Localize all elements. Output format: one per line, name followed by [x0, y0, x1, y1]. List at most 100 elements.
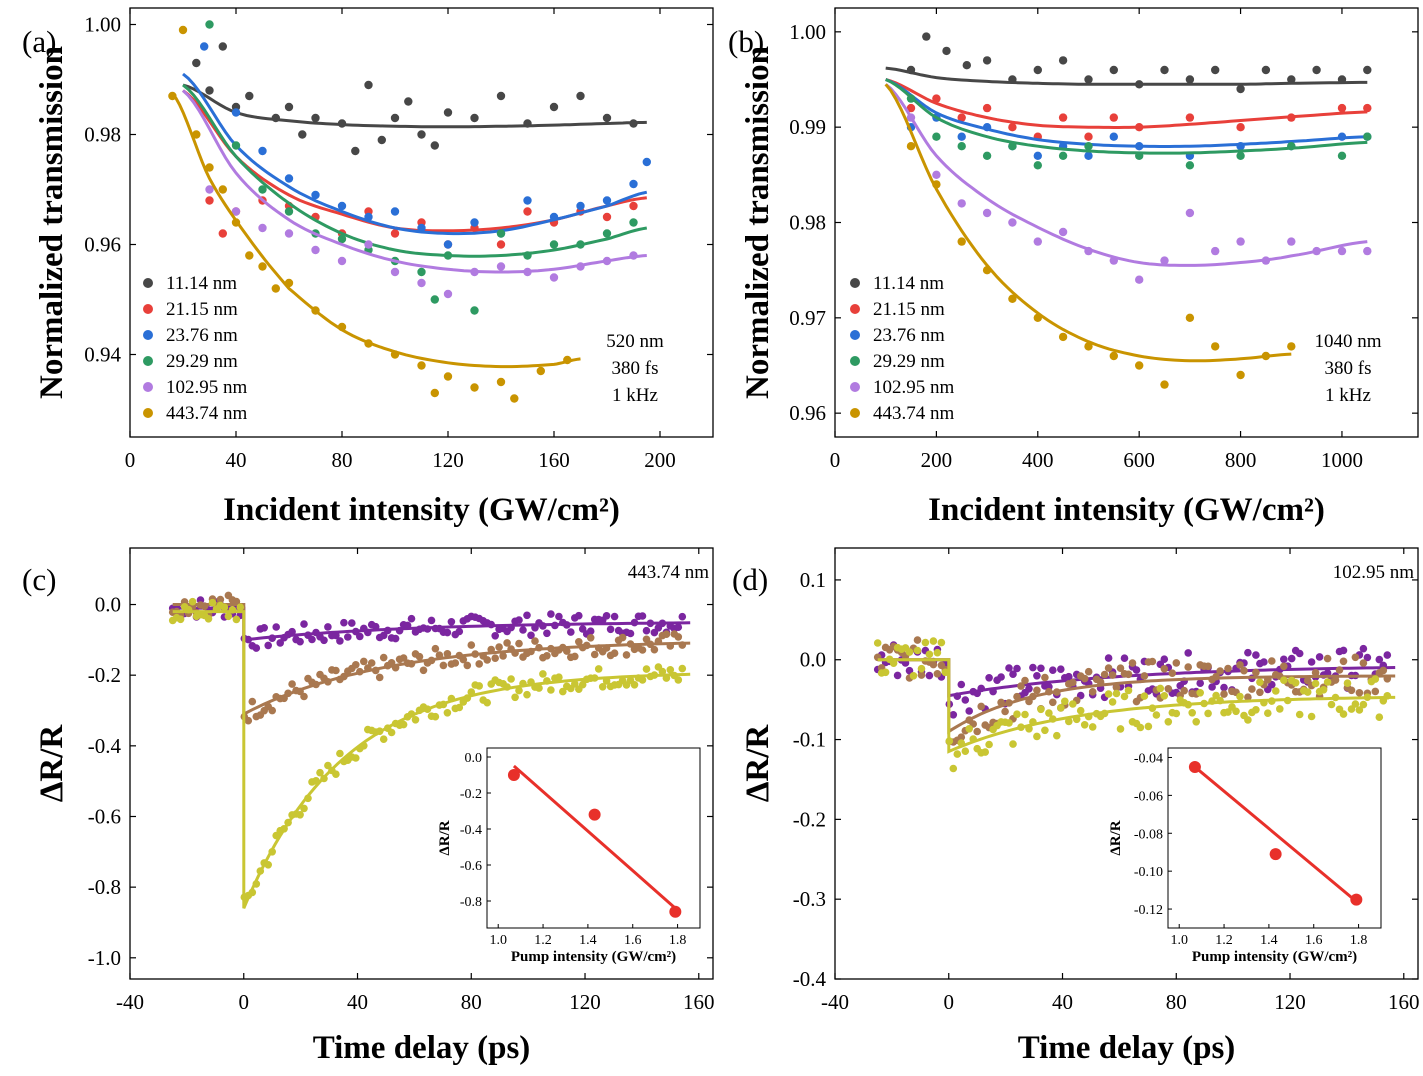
condition-annotation: 1040 nm	[1314, 331, 1381, 352]
data-point	[1108, 671, 1117, 679]
data-point	[348, 619, 356, 627]
data-point	[1080, 674, 1089, 683]
data-point	[336, 749, 344, 758]
inset-x-tick-label: 1.6	[624, 933, 642, 948]
data-point	[470, 113, 479, 123]
condition-annotation: 520 nm	[606, 331, 664, 352]
data-point	[311, 245, 320, 255]
data-point	[905, 666, 914, 675]
data-point	[1144, 722, 1153, 731]
data-point	[1252, 706, 1260, 714]
data-point	[1013, 710, 1021, 718]
inset-chart: 1.0 1.2 1.4 1.6 1.8 -0.04 -0.06 -0.08 -0.10 -0.12…	[1108, 747, 1382, 965]
data-point	[455, 703, 464, 712]
legend-marker	[143, 382, 153, 392]
data-point	[1311, 669, 1320, 677]
data-point	[678, 612, 687, 621]
data-point	[602, 212, 612, 222]
data-point	[666, 666, 675, 674]
data-point	[985, 740, 993, 749]
data-point	[1009, 670, 1017, 678]
data-point	[260, 624, 269, 632]
data-point	[1339, 657, 1348, 666]
data-point	[443, 289, 453, 299]
data-point	[953, 750, 962, 758]
data-point	[1375, 713, 1384, 721]
legend-label: 23.76 nm	[873, 325, 945, 346]
data-point	[507, 675, 515, 683]
inset-x-tick-label: 1.2	[1215, 933, 1233, 948]
data-point	[284, 229, 294, 238]
data-point	[1185, 208, 1195, 218]
data-point	[1140, 692, 1149, 700]
data-point	[650, 645, 659, 654]
data-point	[1058, 332, 1068, 342]
data-point	[985, 674, 993, 682]
data-point	[629, 218, 638, 227]
data-point	[1212, 691, 1220, 700]
data-point	[1084, 342, 1093, 351]
legend-marker	[143, 356, 153, 366]
data-point	[1236, 692, 1244, 701]
data-point	[982, 56, 992, 65]
data-point	[419, 666, 428, 675]
data-point	[1272, 687, 1280, 695]
data-point	[1351, 653, 1360, 662]
data-point	[1337, 246, 1347, 256]
x-tick-label: 0	[125, 448, 136, 472]
data-point	[205, 163, 214, 172]
inset-x-tick-label: 1.0	[489, 933, 507, 948]
data-point	[1084, 142, 1093, 151]
legend-marker	[850, 304, 860, 314]
data-point	[231, 141, 241, 150]
data-point	[1112, 689, 1121, 698]
x-tick-label: 80	[461, 990, 482, 1014]
data-point	[1029, 663, 1037, 672]
data-point	[1061, 697, 1069, 706]
data-point	[258, 262, 267, 271]
data-point	[1135, 275, 1144, 284]
data-point	[459, 655, 468, 664]
data-point	[1088, 688, 1097, 696]
data-point	[1236, 370, 1245, 380]
y-tick-label: -0.2	[793, 807, 826, 831]
y-tick-label: -0.4	[88, 734, 122, 758]
data-point	[364, 80, 373, 90]
legend-label: 443.74 nm	[166, 403, 248, 424]
data-point	[407, 614, 416, 623]
data-point	[510, 394, 519, 403]
data-point	[411, 716, 420, 724]
data-point	[598, 683, 607, 691]
data-point	[642, 626, 651, 635]
data-point	[1276, 705, 1284, 713]
x-tick-label: 80	[332, 448, 353, 472]
data-point	[252, 644, 261, 652]
x-axis-label: Incident intensity (GW/cm²)	[223, 492, 620, 528]
data-point	[379, 653, 388, 662]
data-point	[1359, 644, 1368, 653]
data-point	[218, 185, 227, 194]
inset-y-tick-label: -0.6	[460, 859, 482, 874]
data-point	[1355, 689, 1364, 697]
data-point	[906, 142, 916, 151]
data-point	[451, 659, 460, 667]
data-point	[1136, 723, 1145, 732]
data-point	[205, 185, 214, 194]
data-point	[455, 627, 464, 636]
data-point	[602, 612, 611, 620]
data-point	[1033, 237, 1043, 246]
data-point	[1033, 732, 1041, 741]
inset-y-label: ΔR/R	[1108, 820, 1124, 855]
x-tick-label: 80	[1166, 990, 1187, 1014]
data-point	[957, 142, 966, 151]
data-point	[1337, 103, 1347, 113]
data-point	[889, 659, 898, 667]
data-point	[1116, 664, 1125, 672]
data-point	[1287, 342, 1296, 351]
data-point	[602, 229, 612, 238]
data-point	[1244, 693, 1252, 701]
data-point	[377, 135, 386, 145]
data-point	[443, 372, 453, 381]
data-point	[188, 597, 197, 606]
data-point	[638, 612, 647, 620]
